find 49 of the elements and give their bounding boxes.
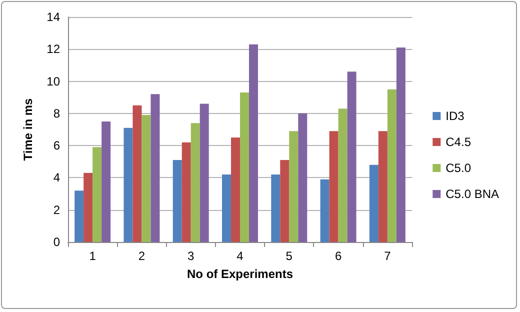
x-tick-label: 1 [89, 249, 96, 263]
bar [271, 174, 280, 242]
bar [172, 160, 182, 242]
x-tick-label: 3 [188, 249, 195, 263]
bar [84, 172, 93, 242]
bar [280, 160, 290, 242]
x-tick-label: 7 [384, 249, 392, 263]
bar [347, 72, 356, 242]
bar [74, 190, 84, 242]
bar [289, 131, 298, 242]
legend-label: C4.5 [446, 135, 472, 149]
x-tick-label: 5 [286, 249, 293, 263]
bar [142, 115, 151, 242]
bar [231, 138, 240, 242]
x-tick-label: 2 [138, 249, 146, 263]
bar [240, 92, 249, 242]
bar [320, 179, 330, 242]
y-tick-label: 8 [53, 106, 60, 120]
legend-label: C5.0 BNA [446, 187, 500, 201]
bar [200, 104, 209, 242]
bar [378, 131, 388, 242]
legend-label: C5.0 [446, 161, 472, 175]
bar [92, 147, 102, 242]
bar [132, 105, 142, 242]
bar [182, 142, 191, 242]
x-axis-title: No of Experiments [186, 267, 294, 281]
bar [249, 44, 258, 242]
bar [150, 94, 160, 242]
y-tick-label: 2 [53, 202, 60, 217]
y-tick-label: 10 [46, 74, 60, 88]
bar [396, 48, 406, 242]
y-axis-title: Time in ms [21, 98, 35, 161]
bar [369, 164, 378, 242]
y-tick-label: 12 [46, 42, 60, 56]
legend-label: ID3 [446, 109, 465, 123]
bar [124, 128, 133, 242]
bar [387, 89, 396, 242]
y-tick-label: 6 [53, 138, 60, 153]
bar [338, 108, 348, 242]
bar [190, 123, 200, 242]
bar [222, 174, 231, 242]
x-tick-label: 6 [334, 249, 342, 263]
y-tick-label: 14 [46, 10, 60, 24]
y-tick-label: 0 [53, 235, 60, 249]
bar [329, 131, 338, 242]
y-tick-label: 4 [53, 170, 60, 185]
bar [298, 113, 308, 242]
bar [102, 121, 111, 242]
x-tick-label: 4 [236, 249, 244, 263]
